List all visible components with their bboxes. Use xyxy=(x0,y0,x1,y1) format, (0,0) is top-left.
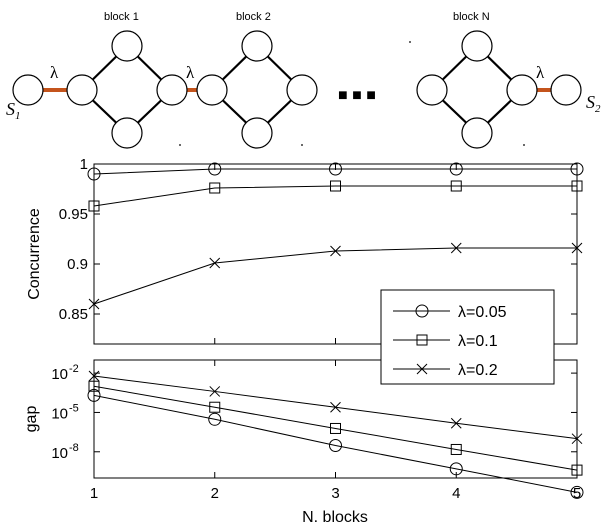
gap-series xyxy=(87,370,584,499)
y-tick-label: 10 xyxy=(51,445,68,462)
data-point xyxy=(88,370,100,382)
site-S2-label: S2 xyxy=(586,92,601,115)
data-point xyxy=(570,162,584,176)
legend: λ=0.05 λ=0.1 λ=0.2 xyxy=(380,289,555,385)
site-node xyxy=(461,30,493,62)
data-point xyxy=(88,298,100,310)
dot-mark xyxy=(301,144,303,146)
series-line xyxy=(93,394,578,493)
data-point xyxy=(571,180,583,192)
series-line xyxy=(93,385,578,471)
dot-mark xyxy=(179,144,181,146)
x-axis-label: N. blocks xyxy=(302,509,368,526)
data-point xyxy=(209,386,221,397)
dot-mark xyxy=(409,41,411,43)
data-point xyxy=(571,464,583,476)
data-point xyxy=(88,200,100,212)
data-point xyxy=(450,242,462,254)
legend-label: λ=0.1 xyxy=(458,333,498,350)
legend-label: λ=0.2 xyxy=(458,362,498,379)
series-line xyxy=(93,168,577,175)
legend-marker xyxy=(415,304,429,318)
series-line xyxy=(93,185,577,207)
x-tick-label: 4 xyxy=(452,485,460,502)
data-point xyxy=(88,380,100,392)
site-node xyxy=(12,74,44,106)
site-node xyxy=(111,117,143,149)
y-tick-label: 10 xyxy=(51,366,68,383)
x-tick-label: 1 xyxy=(90,485,98,502)
chain-diagram: block 1 block 2 block N λ λ λ ■ ■ ■ S1 S… xyxy=(6,11,601,149)
site-node xyxy=(506,74,538,106)
lambda-label-left: λ xyxy=(50,63,59,82)
site-node xyxy=(196,74,228,106)
legend-label: λ=0.05 xyxy=(458,304,507,321)
data-point xyxy=(330,422,341,434)
y-tick-label: 0.95 xyxy=(59,206,88,223)
y-tick-label: 0.85 xyxy=(59,306,88,323)
lambda-label-middle: λ xyxy=(186,63,195,82)
ellipsis: ■ ■ ■ xyxy=(338,87,376,104)
concurrence-chart: 0.85 0.9 0.95 1 Concurrence xyxy=(26,156,584,345)
site-node xyxy=(550,74,582,106)
legend-marker xyxy=(416,334,428,346)
legend-marker xyxy=(416,363,428,375)
y-tick-exponent: -2 xyxy=(69,363,79,375)
site-node xyxy=(66,74,98,106)
data-point xyxy=(449,462,463,476)
data-point xyxy=(570,485,584,499)
y-tick-label: 0.9 xyxy=(67,256,88,273)
data-point xyxy=(330,180,341,192)
data-point xyxy=(329,439,342,453)
data-point xyxy=(87,388,101,402)
data-point xyxy=(450,417,462,429)
y-tick-exponent: -5 xyxy=(69,402,79,414)
data-point xyxy=(87,167,101,181)
concurrence-y-axis-label: Concurrence xyxy=(26,208,43,300)
dot-mark xyxy=(523,144,525,146)
data-point xyxy=(330,245,341,257)
data-point xyxy=(450,180,462,192)
block-1-label: block 1 xyxy=(104,11,139,23)
block-N-label: block N xyxy=(453,11,490,23)
data-point xyxy=(330,401,341,413)
concurrence-y-ticks: 0.85 0.9 0.95 1 xyxy=(59,156,577,323)
data-point xyxy=(329,162,342,176)
site-S1-label: S1 xyxy=(6,99,21,122)
site-node xyxy=(461,117,493,149)
x-tick-label: 5 xyxy=(573,485,581,502)
y-tick-label: 1 xyxy=(80,156,88,173)
site-node xyxy=(111,30,143,62)
data-point xyxy=(450,443,462,455)
data-point xyxy=(571,242,583,254)
gap-y-ticks: 10-210-510-8 xyxy=(51,363,577,462)
block-2-label: block 2 xyxy=(236,11,271,23)
y-tick-exponent: -8 xyxy=(69,442,79,454)
site-node xyxy=(416,74,448,106)
site-node xyxy=(241,117,273,149)
data-point xyxy=(449,162,463,176)
data-point xyxy=(209,182,221,194)
data-point xyxy=(571,433,583,445)
legend-box xyxy=(380,289,555,385)
site-node xyxy=(156,74,188,106)
site-node xyxy=(286,74,318,106)
lambda-label-right: λ xyxy=(536,63,545,82)
gap-y-axis-label: gap xyxy=(23,406,40,433)
x-tick-label: 2 xyxy=(211,485,219,502)
x-tick-label: 3 xyxy=(331,485,339,502)
data-point xyxy=(208,162,222,176)
gap-x-ticks: 1 2 3 4 5 xyxy=(90,360,581,502)
concurrence-series xyxy=(87,162,584,310)
site-node xyxy=(241,30,273,62)
data-point xyxy=(209,401,221,413)
data-point xyxy=(208,412,222,426)
y-tick-label: 10 xyxy=(51,405,68,422)
data-point xyxy=(209,257,221,269)
